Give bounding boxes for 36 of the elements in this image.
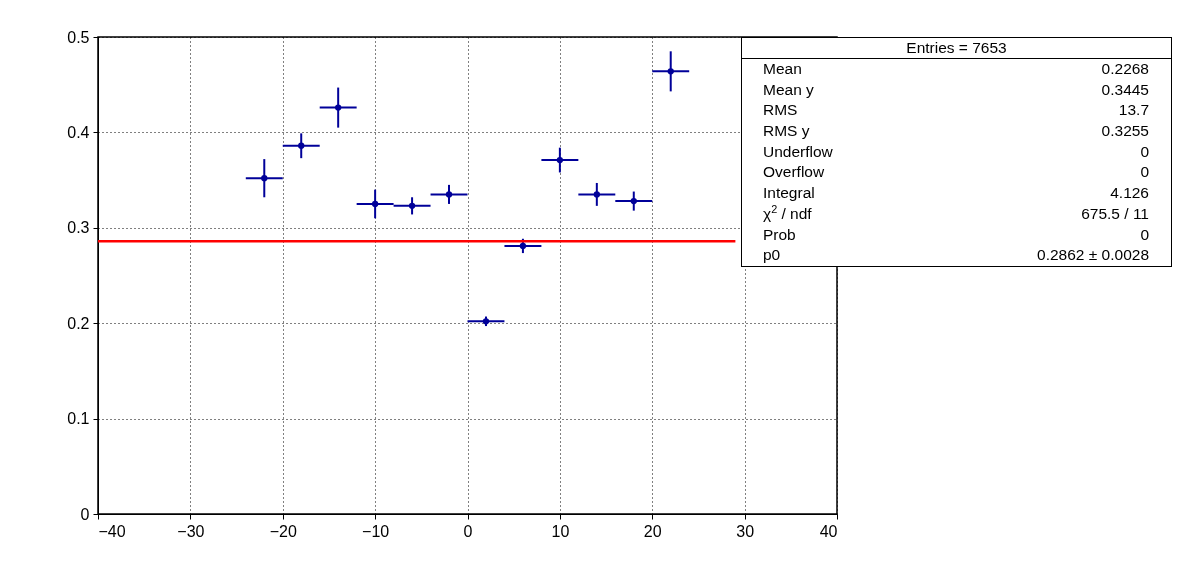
text: 4.126: [1110, 184, 1149, 202]
annotation: RMS: [763, 100, 798, 121]
text: 0.2268: [1101, 60, 1149, 77]
annotation: p0: [763, 245, 781, 266]
text: Entries = 7653: [906, 39, 1007, 56]
annotation: Underflow: [763, 141, 833, 162]
x-tick-label: −20: [269, 522, 297, 540]
x-tick-label: 0: [463, 522, 473, 540]
text: 0: [1140, 163, 1149, 181]
y-tick-label: 0.5: [67, 28, 90, 46]
text: 0.3445: [1101, 80, 1149, 98]
annotation: Mean: [763, 59, 802, 79]
text: 0.2862 ± 0.0028: [1037, 246, 1149, 264]
y-tick-label: 0.4: [67, 123, 90, 141]
annotation: Overflow: [763, 162, 825, 183]
text: 13.7: [1118, 101, 1149, 119]
annotation: Mean y: [763, 79, 814, 100]
text: 0: [1140, 142, 1149, 160]
x-tick-label: 30: [736, 522, 755, 540]
x-tick-label: 40: [819, 522, 838, 540]
x-tick-label: 20: [643, 522, 662, 540]
y-tick-label: 0.2: [67, 314, 90, 332]
text: 0.3255: [1101, 122, 1149, 140]
x-tick-label: −10: [362, 522, 390, 540]
annotation: RMS y: [763, 121, 810, 142]
annotation: χ$^{2}$ / ndf: [763, 202, 812, 224]
y-tick-label: 0: [80, 505, 90, 523]
text: 0: [1140, 225, 1149, 243]
annotation: Integral: [763, 183, 815, 204]
x-tick-label: 10: [551, 522, 570, 540]
y-tick-label: 0.1: [67, 410, 90, 428]
text: 675.5 / 11: [1081, 204, 1149, 222]
y-tick-label: 0.3: [67, 219, 90, 237]
x-tick-label: −30: [177, 522, 205, 540]
x-tick-label: −40: [98, 522, 126, 540]
annotation: Prob: [763, 224, 796, 245]
